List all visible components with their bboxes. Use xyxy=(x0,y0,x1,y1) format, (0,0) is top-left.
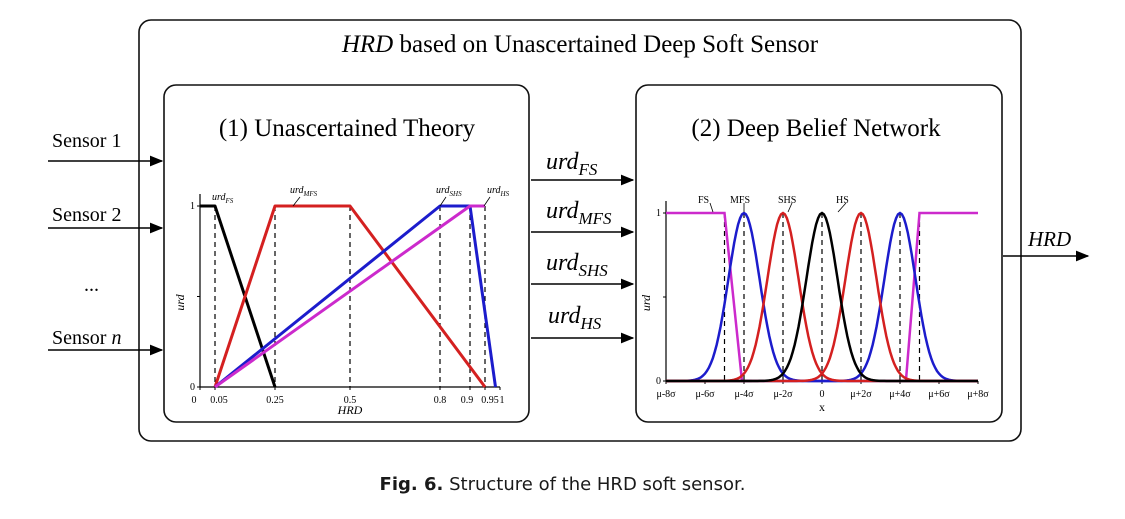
sensor-1-label: Sensor 1 xyxy=(52,130,121,152)
sensor-ellipsis: ... xyxy=(84,274,99,296)
p2-curve-label-shs-pointer xyxy=(787,202,793,213)
output-label: HRD xyxy=(1027,227,1071,251)
p2-curve-fs-low xyxy=(666,211,752,383)
gaussian-membership-plot: 0 1 urd μ-8σ μ-6σ μ-4σ μ-2σ 0 μ+2σ μ+4σ μ+6σ μ+8σ x F… xyxy=(639,195,989,414)
p2-x-axis-label: x xyxy=(819,400,825,414)
p1-curve-label-shs: urdSHS xyxy=(436,185,462,198)
p1-curve-shs xyxy=(214,204,497,389)
p2-curve-label-fs: FS xyxy=(698,195,709,206)
p1-x-tick-label: 0.25 xyxy=(266,395,284,406)
conn-label-fs: urdFS xyxy=(546,149,598,179)
sensor-n-label: Sensor n xyxy=(52,327,121,349)
p1-x-tick-label: 0.9 xyxy=(461,395,474,406)
p2-curve-label-mfs: MFS xyxy=(730,195,750,206)
p2-curve-label-shs: SHS xyxy=(778,195,796,206)
p2-curve-hs-high xyxy=(904,211,978,382)
p2-x-tick-label: μ-2σ xyxy=(773,389,793,400)
p2-x-tick-label: μ+4σ xyxy=(889,389,911,400)
p1-x-tick-label: 0.05 xyxy=(210,395,228,406)
p1-x-tick-label: 0 xyxy=(192,395,197,406)
conn-label-mfs: urdMFS xyxy=(546,198,612,228)
p1-curve-label-fs: urdFS xyxy=(212,192,234,205)
p1-curve-label-mfs: urdMFS xyxy=(290,185,318,198)
p1-curve-label-hs: urdHS xyxy=(487,185,510,198)
outer-title: HRD based on Unascertained Deep Soft Sen… xyxy=(341,31,819,58)
p1-curve-mfs xyxy=(213,204,487,388)
caption-text: Structure of the HRD soft sensor. xyxy=(449,474,746,495)
p1-curve-hs xyxy=(214,204,485,389)
p1-x-tick-label: 0.8 xyxy=(434,395,447,406)
conn-label-shs: urdSHS xyxy=(546,250,608,280)
p1-curve-label-fs-pointer xyxy=(205,204,211,207)
p2-x-tick-label: μ-8σ xyxy=(656,389,676,400)
panel-unascertained-theory xyxy=(163,84,530,423)
p2-y-axis-label: urd xyxy=(639,294,653,311)
p1-x-tick-label: 1 xyxy=(500,395,505,406)
caption-fig-number: Fig. 6. xyxy=(379,474,444,495)
p1-y-axis-label: urd xyxy=(173,293,187,310)
p2-x-tick-label: μ+8σ xyxy=(967,389,989,400)
panel2-title: (2) Deep Belief Network xyxy=(691,115,941,142)
p2-curve-label-fs-pointer xyxy=(709,202,714,213)
p1-x-tick-label: 0.5 xyxy=(344,395,357,406)
p2-curve-label-hs: HS xyxy=(836,195,849,206)
p2-y-tick-label: 0 xyxy=(656,376,661,387)
p1-x-tick-label: 0.95 xyxy=(481,395,499,406)
p1-x-axis-label: HRD xyxy=(337,403,363,417)
p2-y-tick-label: 1 xyxy=(656,208,661,219)
p2-x-tick-label: μ-6σ xyxy=(695,389,715,400)
p1-y-tick-label: 1 xyxy=(190,201,195,212)
outer-system-box xyxy=(138,19,1022,442)
p2-curve-label-hs-pointer xyxy=(837,202,847,213)
p1-y-tick-label: 0 xyxy=(190,382,195,393)
p2-x-tick-label: μ-4σ xyxy=(734,389,754,400)
panel-deep-belief-network xyxy=(635,84,1003,423)
p2-x-tick-label: μ+6σ xyxy=(928,389,950,400)
conn-label-hs: urdHS xyxy=(548,303,602,333)
p1-curve-label-hs-pointer xyxy=(483,196,491,207)
sensor-2-label: Sensor 2 xyxy=(52,204,121,226)
p2-x-tick-label: 0 xyxy=(820,389,825,400)
figure-caption: Fig. 6. Structure of the HRD soft sensor… xyxy=(0,474,1125,495)
panel1-title: (1) Unascertained Theory xyxy=(219,115,476,142)
p2-curve-gauss-black xyxy=(666,211,978,383)
p2-x-tick-label: μ+2σ xyxy=(850,389,872,400)
p1-curve-label-mfs-pointer xyxy=(292,196,301,207)
p1-curve-fs xyxy=(200,204,277,388)
p1-curve-label-shs-pointer xyxy=(439,196,447,207)
